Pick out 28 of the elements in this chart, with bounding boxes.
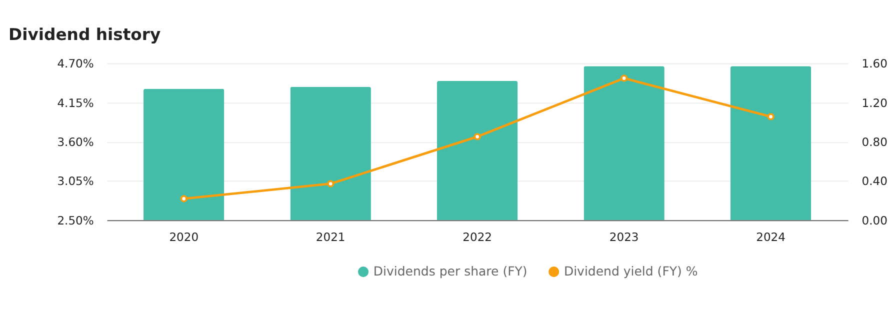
y2-tick-label: 0.40 <box>862 174 888 188</box>
bar <box>730 66 812 220</box>
point <box>180 195 188 202</box>
x-tick-label: 2022 <box>462 230 492 244</box>
x-tick-label: 2024 <box>756 230 786 244</box>
y-tick-label: 3.05% <box>57 174 94 188</box>
legend-label: Dividends per share (FY) <box>373 264 528 279</box>
bar <box>436 80 518 220</box>
y2-tick-label: 0.00 <box>862 213 888 228</box>
y-tick-label: 3.60% <box>57 135 94 149</box>
bar <box>290 86 371 220</box>
y2-tick-label: 0.80 <box>862 135 888 149</box>
x-tick-label: 2021 <box>316 230 346 244</box>
point <box>620 74 628 82</box>
bar <box>144 88 224 220</box>
legend-label: Dividend yield (FY) % <box>564 264 698 279</box>
y-tick-label: 2.50% <box>57 213 94 228</box>
y-tick-label: 4.15% <box>57 96 94 110</box>
x-tick-label: 2023 <box>609 230 639 244</box>
y2-tick-label: 1.60 <box>862 56 888 71</box>
chart-title: Dividend history <box>8 25 161 44</box>
point <box>474 133 481 140</box>
point <box>767 113 774 120</box>
point <box>326 180 334 188</box>
bar <box>584 66 664 220</box>
x-tick-label: 2020 <box>169 230 199 244</box>
y-tick-label: 4.70% <box>57 56 94 71</box>
y2-tick-label: 1.20 <box>862 96 888 110</box>
